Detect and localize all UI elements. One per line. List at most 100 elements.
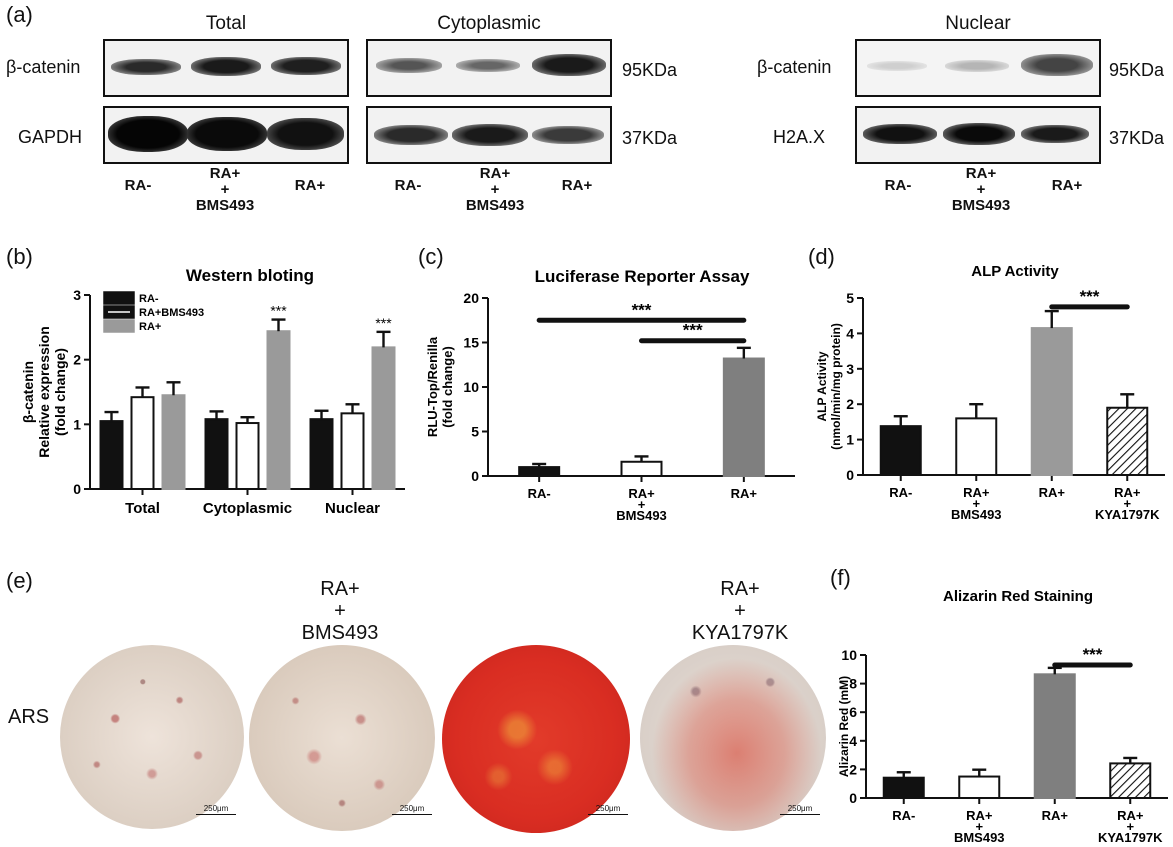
significance-mark: ***	[683, 321, 703, 340]
y-tick-label: 0	[849, 790, 857, 806]
chart-alizarin-red: 0 2 4 6 8 10 Alizarin Red Staining Alizarin Red…	[837, 588, 1168, 845]
lane-label-nuclear-3: RA+	[1051, 177, 1083, 194]
legend-label: RA+	[139, 321, 161, 333]
y-tick-label: 8	[849, 676, 857, 692]
kda-label-95-cyto: 95KDa	[622, 60, 678, 80]
scale-bar-4	[780, 814, 820, 815]
ars-dish-ra-plus-bms493	[249, 645, 435, 831]
x-tick-label: RA-	[528, 486, 551, 501]
panel-a-label: (a)	[6, 2, 33, 27]
scale-text-3: 250μm	[595, 804, 621, 813]
bar	[620, 460, 663, 477]
y-axis-label: ALP Activity(nmol/min/mg protein)	[815, 323, 843, 450]
x-tick-label: RA+ + KYA1797K	[1095, 485, 1160, 522]
blot-cyto-gapdh	[366, 106, 612, 164]
dish-label-2: RA+ + BMS493	[301, 578, 379, 644]
y-tick-label: 3	[73, 287, 81, 303]
y-tick-label: 4	[846, 325, 854, 341]
bar	[1033, 673, 1076, 799]
bar	[309, 418, 334, 490]
ars-row-label: ARS	[8, 706, 50, 728]
y-tick-label: 4	[849, 733, 857, 749]
bar	[955, 417, 998, 476]
x-tick-label: RA+ + KYA1797K	[1098, 808, 1163, 845]
scale-text-1: 250μm	[203, 804, 229, 813]
panel-e-label: (e)	[6, 568, 33, 593]
panel-c-label: (c)	[418, 244, 444, 269]
blot-row-label-gapdh: GAPDH	[18, 127, 83, 147]
x-tick-label: Cytoplasmic	[203, 500, 292, 517]
y-axis-label-group: RLU-Top/Renilla(fold change)	[425, 336, 455, 437]
y-axis-label-group: Alizarin Red (mM)	[837, 676, 851, 777]
bar	[722, 357, 765, 477]
panel-b-label: (b)	[6, 244, 33, 269]
y-tick-label: 2	[849, 761, 857, 777]
y-tick-label: 20	[463, 290, 479, 306]
chart-alp-activity: 0 1 2 3 4 5 ALP Activity ALP Activity(nmol/min/…	[815, 263, 1165, 522]
kda-label-37-nuclear: 37KDa	[1109, 128, 1165, 148]
lane-label-nuclear-1: RA-	[884, 177, 912, 194]
lane-label-nuclear-2: RA+ + BMS493	[951, 165, 1011, 214]
x-tick-label: Total	[125, 500, 160, 517]
bar	[204, 418, 229, 490]
blot-total-gapdh	[103, 106, 349, 164]
y-tick-label: 0	[471, 468, 479, 484]
chart-title: Alizarin Red Staining	[943, 588, 1093, 605]
bar	[879, 425, 922, 476]
bar	[99, 420, 124, 491]
y-tick-label: 2	[73, 352, 81, 368]
bar	[1030, 327, 1073, 476]
y-tick-label: 0	[846, 467, 854, 483]
ars-dish-ra-minus	[60, 645, 244, 829]
legend-label: RA-	[139, 293, 159, 305]
y-tick-label: 5	[471, 424, 479, 440]
legend-swatch	[103, 291, 135, 305]
blot-header-cytoplasmic: Cytoplasmic	[437, 13, 541, 34]
x-tick-label: Nuclear	[325, 500, 380, 517]
dish-label-4: RA+ + KYA1797K	[691, 578, 789, 644]
lane-label-total-3: RA+	[294, 177, 326, 194]
x-tick-label: RA-	[892, 808, 915, 823]
bar	[1106, 406, 1149, 477]
significance-mark: ***	[632, 300, 652, 319]
significance-mark: ***	[270, 303, 287, 319]
y-tick-label: 5	[846, 290, 854, 306]
y-tick-label: 3	[846, 361, 854, 377]
blot-nuclear-catenin	[855, 39, 1101, 97]
lane-label-cyto-3: RA+	[561, 177, 593, 194]
ars-dish-ra-plus-kya1797k	[640, 645, 826, 831]
bar	[235, 422, 260, 490]
blot-header-total: Total	[205, 13, 247, 34]
x-tick-label: RA-	[889, 485, 912, 500]
y-tick-label: 2	[846, 396, 854, 412]
lane-label-cyto-2: RA+ + BMS493	[465, 165, 525, 214]
y-tick-label: 0	[73, 481, 81, 497]
y-tick-label: 1	[73, 416, 81, 432]
significance-mark: ***	[1083, 645, 1103, 664]
scale-text-2: 250μm	[399, 804, 425, 813]
blot-total-catenin	[103, 39, 349, 97]
chart-title: Western bloting	[186, 266, 314, 285]
chart-luciferase: 0 5 10 15 20 Luciferase Reporter Assay RLU-Top…	[425, 267, 795, 523]
ars-dish-ra-plus	[442, 645, 630, 833]
x-tick-label: RA+	[1042, 808, 1069, 823]
bar	[518, 466, 561, 478]
lane-label-total-2: RA+ + BMS493	[195, 165, 255, 214]
y-axis-label-group: β-cateninRelative expression(fold change…	[20, 326, 68, 458]
y-tick-label: 15	[463, 335, 479, 351]
chart-western-bloting: 0 1 2 3 Western bloting β-cateninRelative exp…	[20, 266, 405, 517]
bar	[371, 346, 396, 490]
x-tick-label: RA+ + BMS493	[951, 485, 1002, 522]
x-tick-label: RA+ + BMS493	[954, 808, 1005, 845]
scale-bar-3	[588, 814, 628, 815]
x-tick-label: RA+	[1039, 485, 1066, 500]
x-tick-label: RA+	[731, 486, 758, 501]
lane-label-total-1: RA-	[124, 177, 152, 194]
bar	[958, 775, 1001, 800]
chart-title: Luciferase Reporter Assay	[535, 267, 750, 286]
blot-header-nuclear: Nuclear	[945, 13, 1011, 34]
blot-row-label-h2ax: H2A.X	[773, 127, 826, 147]
bar	[1109, 762, 1152, 799]
bar	[161, 394, 186, 491]
x-tick-label: RA+ + BMS493	[616, 486, 667, 523]
